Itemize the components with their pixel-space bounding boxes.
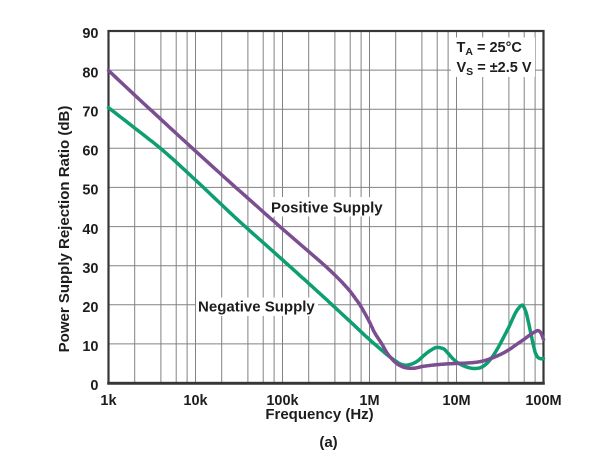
- svg-text:1M: 1M: [359, 393, 379, 409]
- svg-text:100k: 100k: [266, 393, 299, 409]
- svg-text:10k: 10k: [183, 393, 208, 409]
- svg-text:1k: 1k: [100, 393, 117, 409]
- svg-text:0: 0: [90, 378, 98, 394]
- svg-text:60: 60: [82, 144, 98, 160]
- svg-text:TA = 25°C: TA = 25°C: [457, 40, 523, 58]
- svg-text:VS = ±2.5 V: VS = ±2.5 V: [457, 60, 532, 78]
- svg-text:(a): (a): [319, 434, 337, 451]
- svg-text:10M: 10M: [442, 393, 470, 409]
- svg-text:10: 10: [82, 339, 98, 355]
- svg-text:Negative Supply: Negative Supply: [198, 298, 315, 315]
- svg-text:50: 50: [82, 183, 98, 199]
- svg-text:90: 90: [82, 26, 98, 42]
- svg-text:20: 20: [82, 300, 98, 316]
- svg-text:40: 40: [82, 222, 98, 238]
- svg-text:Frequency (Hz): Frequency (Hz): [265, 406, 373, 423]
- svg-text:70: 70: [82, 104, 98, 120]
- svg-text:Positive Supply: Positive Supply: [271, 199, 383, 216]
- svg-text:Power Supply Rejection Ratio (: Power Supply Rejection Ratio (dB): [56, 106, 73, 353]
- svg-text:30: 30: [82, 261, 98, 277]
- svg-text:80: 80: [82, 65, 98, 81]
- svg-text:100M: 100M: [525, 393, 561, 409]
